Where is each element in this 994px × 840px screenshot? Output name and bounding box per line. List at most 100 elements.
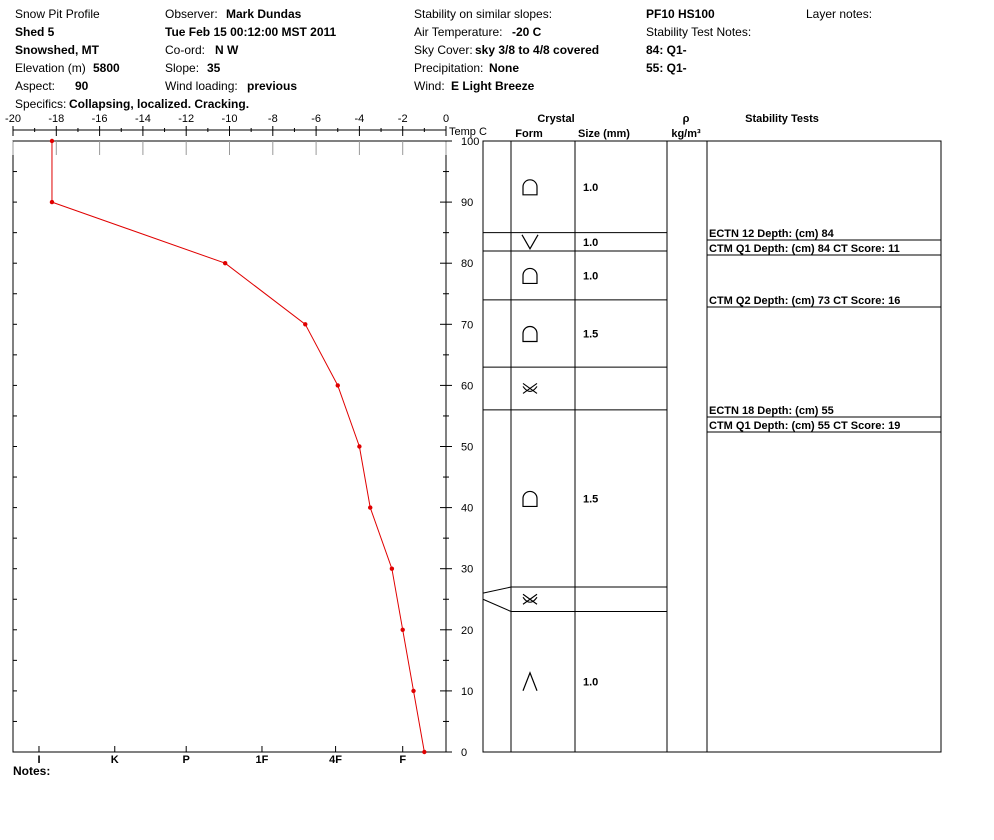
page-title: Snow Pit Profile	[15, 7, 100, 21]
crystal-table: Crystal Form Size (mm) ρ kg/m³ Stability Test…	[482, 113, 942, 753]
form-header: Form	[515, 128, 543, 140]
coord-value: N W	[215, 43, 239, 57]
area-name: Snowshed, MT	[15, 43, 99, 57]
layer-boundary	[482, 586, 667, 594]
stability-notes-label: Stability Test Notes:	[646, 25, 752, 39]
depth-tick-label: 20	[461, 625, 473, 637]
plot-frame	[12, 140, 447, 753]
temp-point	[335, 383, 340, 388]
temp-tick-label: -16	[92, 113, 108, 125]
specifics-label: Specifics:	[15, 97, 67, 111]
temp-point	[389, 566, 395, 571]
location-name: Shed 5	[15, 25, 55, 39]
crystal-size: 1.5	[583, 328, 598, 340]
crystal-size: 1.0	[583, 237, 598, 249]
wind-value: E Light Breeze	[451, 79, 535, 93]
aspect-value: 90	[75, 79, 89, 93]
layer-notes-label: Layer notes:	[806, 7, 873, 21]
depth-hoar-icon	[522, 593, 538, 605]
stability-test-entry: CTM Q2 Depth: (cm) 73 CT Score: 16	[709, 295, 900, 307]
depth-tick-label: 40	[461, 503, 473, 515]
temp-point	[49, 199, 55, 205]
crystal-frame	[482, 140, 942, 753]
temp-tick-label: -2	[398, 113, 408, 125]
temp-point	[368, 505, 373, 510]
hardness-tick-label: F	[399, 754, 406, 766]
depth-tick-label: 50	[461, 442, 473, 454]
temp-tick-label: -12	[178, 113, 194, 125]
stability-test-entry: CTM Q1 Depth: (cm) 55 CT Score: 19	[709, 420, 900, 432]
temp-tick-label: -8	[268, 113, 278, 125]
observer-value: Mark Dundas	[226, 7, 302, 21]
air-temp-label: Air Temperature:	[414, 25, 503, 39]
stability-note-1: 84: Q1-	[646, 43, 687, 57]
sky-label: Sky Cover:	[414, 43, 473, 57]
depth-tick-label: 90	[461, 197, 473, 209]
temp-point	[400, 627, 405, 632]
rounded-grain-icon	[522, 267, 538, 285]
temp-tick-label: -14	[135, 113, 151, 125]
crystal-size: 1.5	[583, 493, 598, 505]
stability-header: Stability Tests	[745, 113, 819, 125]
depth-tick-label: 60	[461, 380, 473, 392]
size-header: Size (mm)	[578, 128, 630, 140]
sky-value: sky 3/8 to 4/8 covered	[475, 43, 600, 57]
temp-tick-label: -6	[311, 113, 321, 125]
depth-tick-label: 80	[461, 258, 473, 270]
temp-point	[422, 749, 427, 755]
depth-tick-label: 10	[461, 686, 473, 698]
hardness-tick-label: I	[37, 754, 40, 766]
temp-tick-label: -4	[355, 113, 365, 125]
temp-tick-label: -10	[222, 113, 238, 125]
precip-label: Precipitation:	[414, 61, 484, 75]
aspect-label: Aspect:	[15, 79, 56, 93]
temp-tick-label: -20	[5, 113, 21, 125]
crystal-header: Crystal	[537, 113, 574, 125]
wind-label: Wind:	[414, 79, 445, 93]
temp-axis-label: Temp C	[449, 126, 487, 138]
elevation-label: Elevation (m)	[15, 61, 86, 75]
hardness-tick-label: K	[111, 754, 119, 766]
temperature-profile	[49, 138, 427, 755]
temp-tick-label: -18	[48, 113, 64, 125]
notes-label: Notes:	[13, 764, 51, 778]
depth-tick-label: 0	[461, 747, 467, 759]
elevation-value: 5800	[93, 61, 120, 75]
depth-tick-label: 70	[461, 319, 473, 331]
temp-point	[357, 444, 362, 449]
observer-label: Observer:	[165, 7, 218, 21]
slope-label: Slope:	[165, 61, 200, 75]
air-temp-value: -20 C	[512, 25, 542, 39]
depth-tick-label: 100	[461, 136, 479, 148]
layer-boundary	[482, 598, 667, 612]
crystal-size: 1.0	[583, 677, 598, 689]
density-header: kg/m³	[671, 128, 701, 140]
stability-test-entry: ECTN 18 Depth: (cm) 55	[709, 405, 834, 417]
rho-header: ρ	[683, 113, 690, 125]
stability-similar-label: Stability on similar slopes:	[414, 7, 553, 21]
crystal-size: 1.0	[583, 270, 598, 282]
temp-point	[411, 688, 416, 694]
precip-value: None	[489, 61, 519, 75]
temp-point	[303, 322, 308, 327]
rounded-grain-icon	[522, 179, 538, 196]
wind-loading-value: previous	[247, 79, 298, 93]
hardness-tick-label: 4F	[329, 754, 342, 766]
stability-test-entry: ECTN 12 Depth: (cm) 84	[709, 228, 835, 240]
pit-summary: PF10 HS100	[646, 7, 715, 21]
temp-point	[49, 138, 55, 144]
specifics-value: Collapsing, localized. Cracking.	[69, 97, 250, 111]
faceted-crystal-icon	[522, 671, 538, 691]
depth-hoar-icon	[522, 383, 538, 394]
stability-note-2: 55: Q1-	[646, 61, 687, 75]
stability-test-entry: CTM Q1 Depth: (cm) 84 CT Score: 11	[709, 243, 900, 255]
slope-value: 35	[207, 61, 221, 75]
datetime: Tue Feb 15 00:12:00 MST 2011	[165, 25, 337, 39]
hardness-tick-label: P	[183, 754, 190, 766]
temp-point	[222, 261, 228, 266]
hardness-tick-label: 1F	[256, 754, 269, 766]
coord-label: Co-ord:	[165, 43, 206, 57]
wind-loading-label: Wind loading:	[165, 79, 238, 93]
